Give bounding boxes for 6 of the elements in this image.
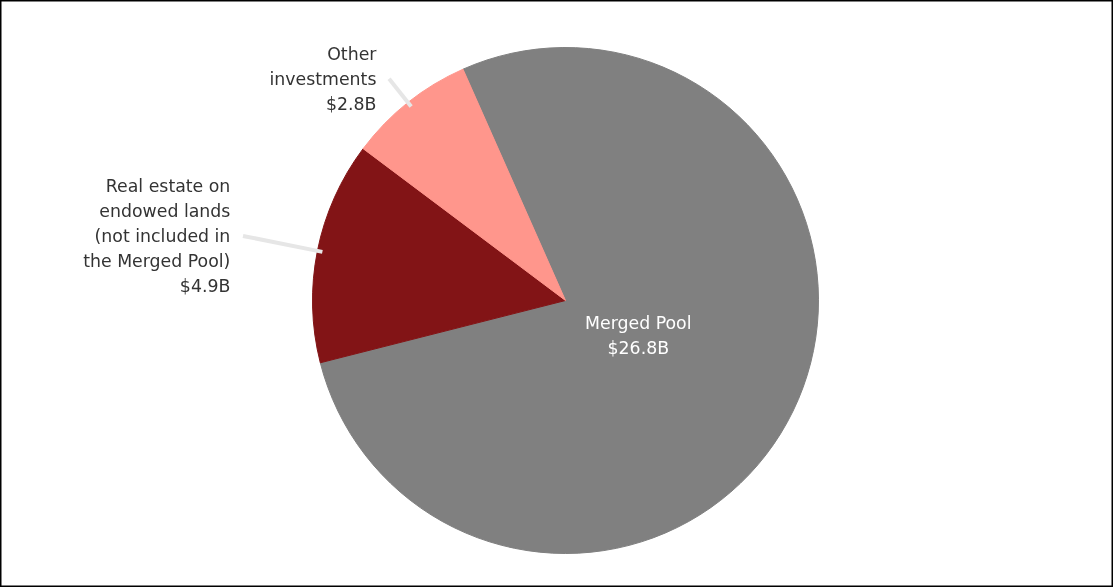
slice-label: Real estate on endowed lands (not included in the Merged Pool) xyxy=(83,175,231,271)
data-label: $2.8B xyxy=(325,93,377,114)
slice-label: Other investments xyxy=(269,43,378,89)
data-label: $26.8B xyxy=(607,338,670,359)
slice-label: Merged Pool xyxy=(585,313,692,334)
data-label: $4.9B xyxy=(179,275,231,296)
